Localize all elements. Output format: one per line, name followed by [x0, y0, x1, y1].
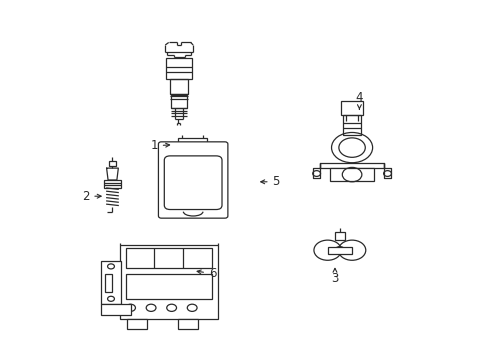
Bar	[125, 248, 211, 268]
Bar	[103, 180, 121, 188]
FancyBboxPatch shape	[158, 142, 227, 218]
Bar	[341, 101, 362, 115]
Bar	[101, 304, 130, 315]
Bar	[127, 319, 146, 329]
Text: 1: 1	[150, 139, 169, 152]
Bar	[120, 245, 217, 319]
Bar	[178, 319, 198, 329]
Bar	[343, 115, 360, 135]
Bar	[178, 138, 206, 144]
Text: 3: 3	[330, 268, 338, 285]
Bar	[105, 274, 112, 292]
Text: 2: 2	[81, 190, 101, 203]
Bar	[320, 163, 383, 168]
Bar	[125, 274, 211, 299]
Bar	[108, 161, 116, 166]
Text: 5: 5	[260, 175, 280, 188]
Bar	[166, 58, 191, 79]
Text: 6: 6	[197, 267, 216, 280]
Bar	[329, 168, 373, 181]
Bar	[170, 79, 188, 94]
FancyBboxPatch shape	[164, 156, 222, 210]
Bar	[334, 232, 344, 240]
Bar	[327, 247, 351, 254]
Bar	[101, 261, 121, 304]
Bar	[171, 95, 187, 108]
Text: 4: 4	[355, 91, 363, 109]
